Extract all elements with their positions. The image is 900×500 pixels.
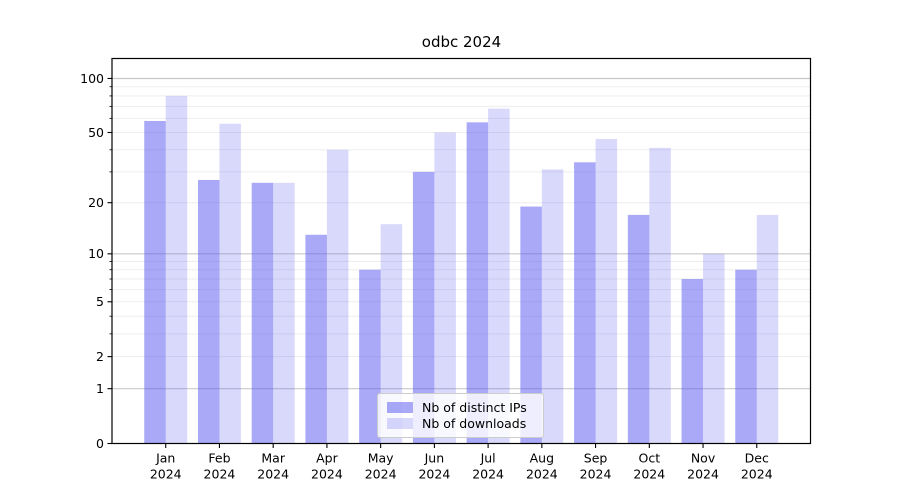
bar-distinct-ips-oct (627, 214, 650, 444)
bar-downloads-aug (541, 169, 564, 444)
bar-distinct-ips-feb (197, 179, 220, 444)
bar-downloads-nov (703, 253, 725, 444)
x-tick-label-year: 2024 (687, 467, 719, 482)
y-tick-label: 50 (88, 125, 104, 140)
legend: Nb of distinct IPs Nb of downloads (377, 393, 544, 438)
legend-label-downloads: Nb of downloads (422, 416, 527, 432)
x-tick-label-month: Apr (316, 451, 338, 466)
chart-title: odbc 2024 (421, 33, 502, 51)
bar-distinct-ips-jul (466, 122, 489, 444)
legend-swatch-distinct-ips (387, 401, 413, 413)
y-tick-label: 2 (96, 349, 104, 364)
x-tick-label-month: Dec (745, 451, 769, 466)
plot-frame (111, 57, 812, 445)
y-tick-label: 5 (96, 294, 104, 309)
x-tick-label-month: Feb (208, 451, 230, 466)
bar-downloads-feb (219, 123, 241, 444)
x-tick-label-month: Oct (638, 451, 660, 466)
bar-downloads-apr (326, 149, 349, 444)
x-tick-label-year: 2024 (365, 467, 397, 482)
bar-downloads-sep (595, 138, 618, 444)
bar-downloads-jan (165, 95, 188, 444)
bar-distinct-ips-may (359, 269, 381, 444)
x-tick-label-year: 2024 (150, 467, 182, 482)
bar-distinct-ips-sep (574, 162, 596, 444)
bar-downloads-jul (488, 108, 510, 444)
x-tick-label-month: Jan (155, 451, 175, 466)
x-tick-label-year: 2024 (311, 467, 343, 482)
y-tick-label: 0 (96, 436, 104, 451)
x-tick-label-month: Jul (480, 451, 496, 466)
bar-downloads-dec (756, 214, 779, 444)
bar-downloads-mar (273, 182, 295, 444)
x-tick-label-year: 2024 (257, 467, 289, 482)
x-tick-label-year: 2024 (741, 467, 773, 482)
x-tick-label-year: 2024 (472, 467, 504, 482)
bar-downloads-may (380, 224, 403, 444)
y-tick-label: 10 (88, 246, 104, 261)
legend-item-downloads: Nb of downloads (387, 416, 534, 432)
legend-label-distinct-ips: Nb of distinct IPs (422, 399, 527, 415)
y-tick-label: 1 (96, 381, 104, 396)
bar-downloads-jun (434, 132, 456, 444)
bar-distinct-ips-aug (520, 206, 542, 444)
bar-distinct-ips-jan (144, 120, 166, 444)
x-tick-label-year: 2024 (633, 467, 665, 482)
x-tick-label-year: 2024 (526, 467, 558, 482)
x-tick-label-year: 2024 (204, 467, 236, 482)
bar-distinct-ips-jun (412, 171, 435, 444)
x-tick-label-month: Nov (691, 451, 716, 466)
bar-downloads-oct (649, 147, 671, 444)
legend-item-distinct-ips: Nb of distinct IPs (387, 399, 534, 415)
x-tick-label-month: Sep (584, 451, 608, 466)
bar-distinct-ips-dec (735, 269, 757, 444)
x-tick-label-month: Mar (261, 451, 285, 466)
y-tick-label: 20 (88, 195, 104, 210)
bar-distinct-ips-apr (305, 234, 327, 444)
y-tick-label: 100 (80, 71, 104, 86)
x-tick-label-month: Jun (424, 451, 445, 466)
x-tick-label-year: 2024 (580, 467, 612, 482)
x-tick-label-month: Aug (530, 451, 554, 466)
x-tick-label-year: 2024 (418, 467, 450, 482)
x-tick-label-month: May (368, 451, 394, 466)
bar-distinct-ips-nov (681, 279, 704, 444)
legend-swatch-downloads (387, 418, 413, 430)
bar-distinct-ips-mar (251, 182, 274, 444)
